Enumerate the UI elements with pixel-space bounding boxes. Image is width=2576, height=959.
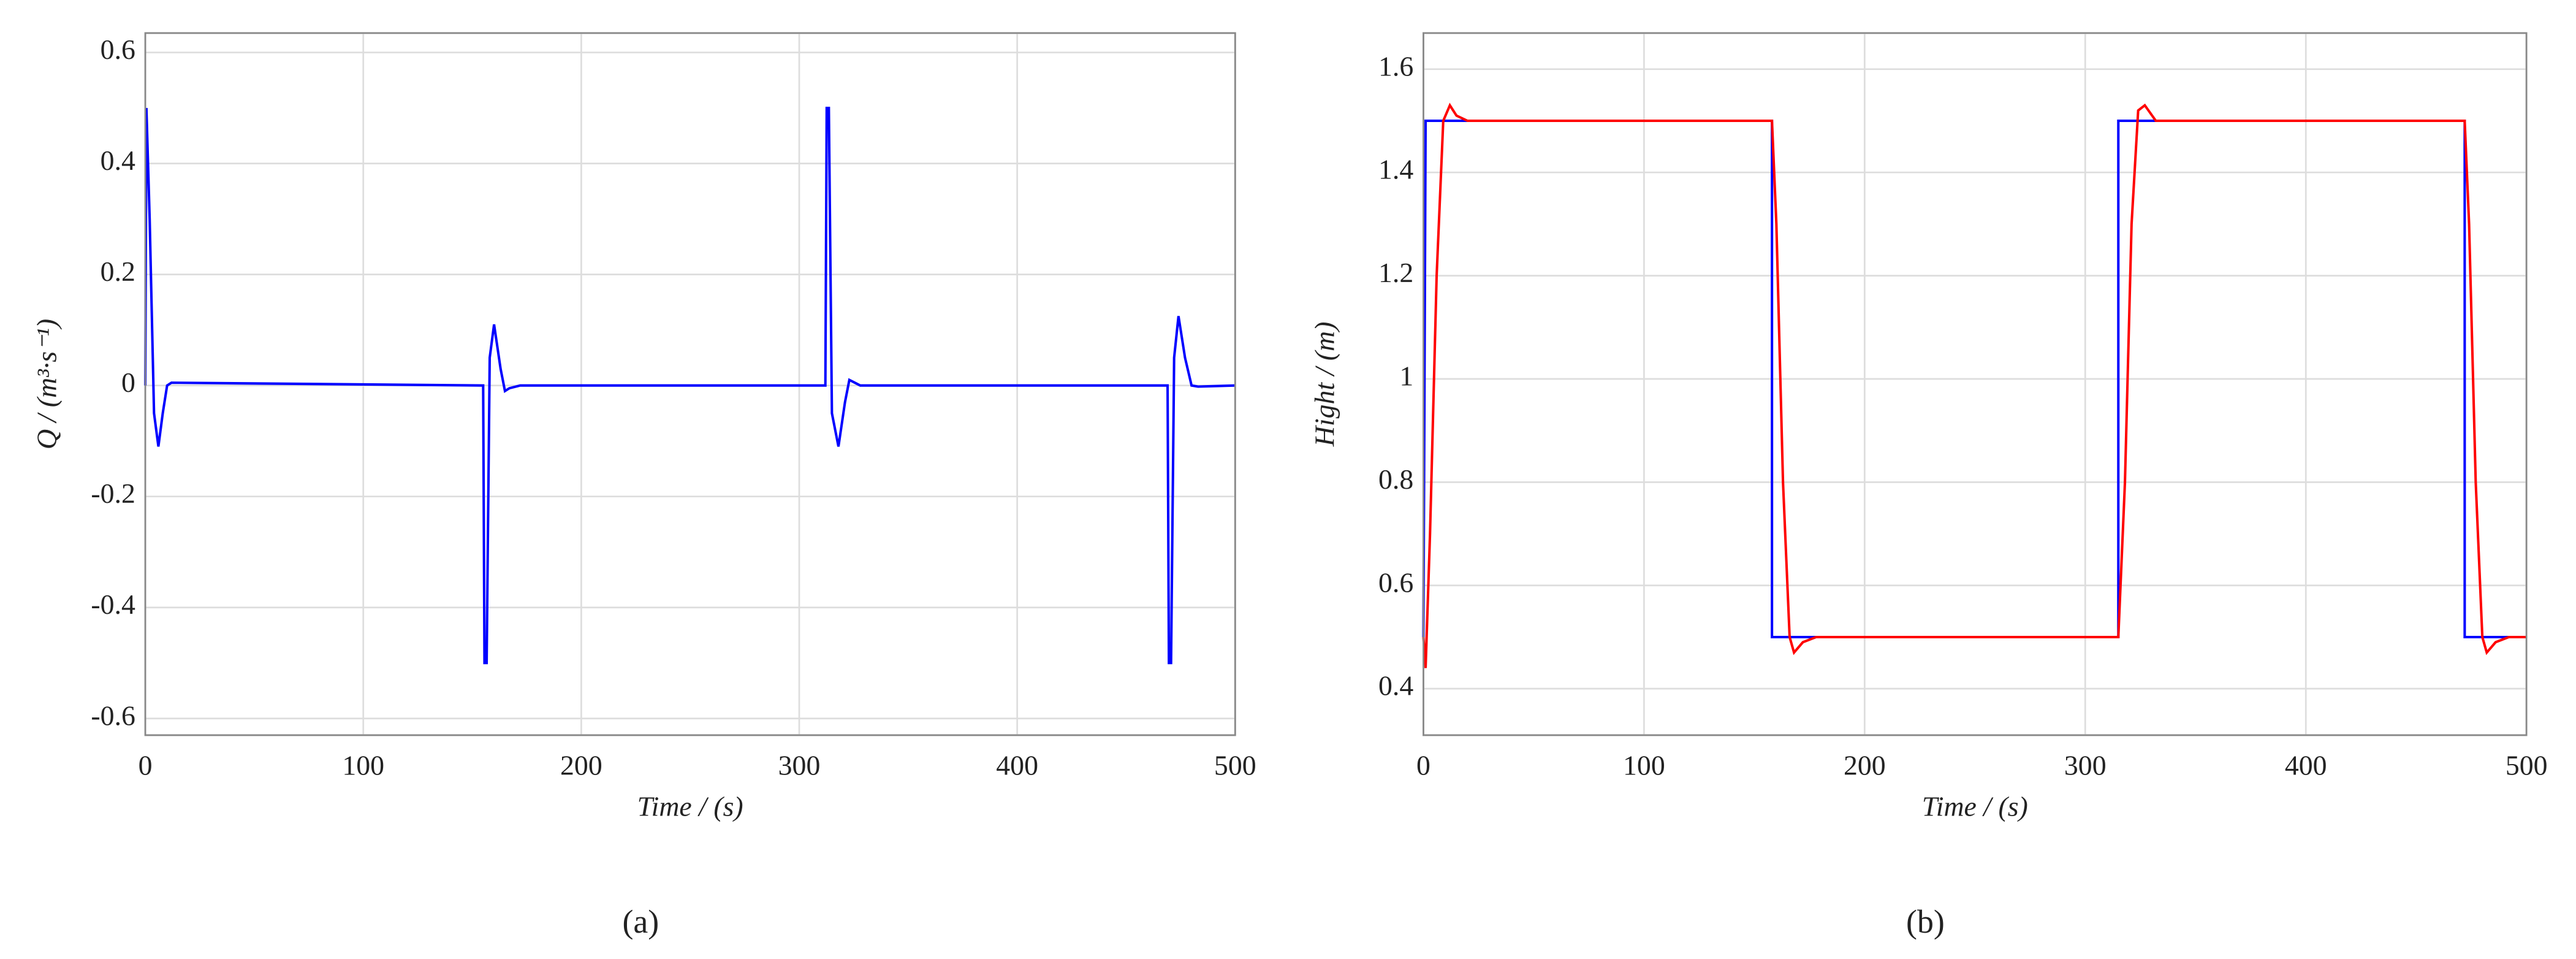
x-tick-label: 500 — [2506, 749, 2548, 781]
x-tick-label: 400 — [2285, 749, 2327, 781]
y-tick-label: 1 — [1399, 361, 1413, 392]
data-line — [144, 107, 1236, 665]
data-line — [1422, 102, 2527, 668]
y-tick-label: -0.4 — [91, 589, 135, 620]
x-axis-title: Time / (s) — [637, 791, 743, 822]
y-tick-label: 1.4 — [1378, 154, 1413, 185]
x-tick-label: 300 — [2064, 749, 2107, 781]
caption: (b) — [1906, 903, 1945, 940]
x-tick-label: 100 — [1623, 749, 1665, 781]
caption: (a) — [622, 903, 659, 940]
x-tick-label: 300 — [778, 749, 821, 781]
y-tick-label: 1.2 — [1378, 257, 1413, 288]
x-tick-label: 100 — [342, 749, 384, 781]
plot-frame — [1423, 32, 2528, 736]
y-axis-title: Q / (m³·s⁻¹) — [31, 319, 62, 449]
y-tick-label: 0 — [121, 367, 135, 398]
y-tick-label: -0.2 — [91, 478, 135, 509]
y-tick-label: 0.4 — [101, 145, 135, 176]
x-tick-label: 200 — [1844, 749, 1886, 781]
y-tick-label: 0.6 — [101, 34, 135, 65]
x-tick-label: 200 — [560, 749, 602, 781]
x-tick-label: 0 — [139, 749, 153, 781]
x-axis-title: Time / (s) — [1922, 791, 2028, 822]
y-tick-label: 0.4 — [1378, 670, 1413, 701]
x-tick-label: 500 — [1214, 749, 1256, 781]
plot-frame — [144, 32, 1236, 736]
y-axis-title: Hight / (m) — [1309, 322, 1340, 448]
y-tick-label: 0.6 — [1378, 567, 1413, 598]
y-tick-label: 0.2 — [101, 256, 135, 287]
y-tick-label: -0.6 — [91, 700, 135, 731]
y-tick-label: 0.8 — [1378, 464, 1413, 495]
x-tick-label: 400 — [996, 749, 1038, 781]
plot-area — [1423, 32, 2528, 736]
y-tick-label: 1.6 — [1378, 50, 1413, 82]
x-tick-label: 0 — [1416, 749, 1430, 781]
